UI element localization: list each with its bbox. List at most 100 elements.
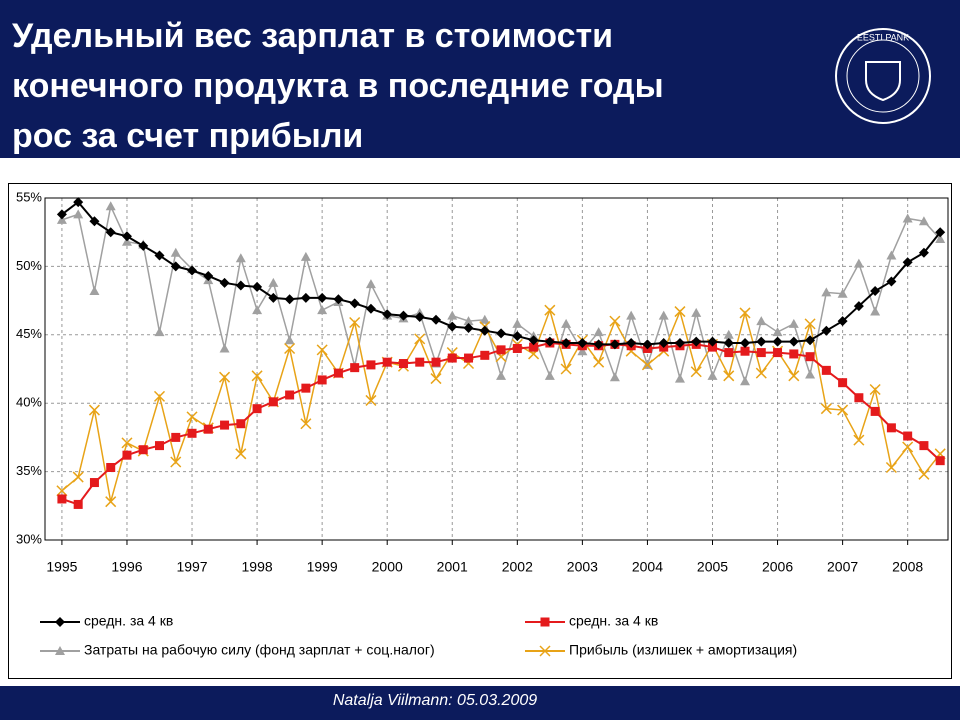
data-point (268, 277, 279, 287)
data-point (885, 461, 897, 474)
data-point (284, 294, 295, 305)
data-point (430, 373, 442, 385)
data-point (789, 349, 799, 359)
data-point (316, 344, 328, 356)
data-point (544, 370, 555, 380)
data-point (773, 348, 783, 358)
data-point (740, 346, 750, 356)
data-point (89, 478, 99, 488)
data-point (447, 321, 458, 332)
data-point (301, 383, 311, 393)
data-point (479, 325, 490, 336)
x-tick-label: 2000 (372, 559, 403, 575)
data-point (707, 370, 718, 380)
data-point (414, 333, 426, 345)
data-point (902, 213, 913, 223)
data-point (349, 316, 361, 329)
data-point (236, 419, 246, 429)
legend-marker (539, 645, 551, 657)
data-point (854, 393, 864, 403)
data-point (252, 404, 262, 414)
x-tick-label: 2004 (632, 559, 663, 575)
data-point (838, 378, 848, 388)
x-tick-label: 1996 (111, 559, 142, 575)
data-point (674, 338, 685, 349)
x-tick-label: 1997 (176, 559, 207, 575)
data-point (219, 371, 231, 383)
data-point (820, 403, 832, 415)
data-point (317, 305, 328, 315)
x-tick-label: 2001 (437, 559, 468, 575)
data-point (593, 339, 604, 350)
data-point (203, 424, 213, 434)
data-point (788, 370, 800, 382)
data-point (870, 286, 881, 297)
data-point (886, 423, 896, 433)
data-point (138, 240, 149, 251)
data-point (73, 499, 83, 509)
data-point (674, 306, 686, 318)
data-point (154, 327, 165, 337)
data-point (723, 329, 734, 339)
data-point (755, 367, 767, 379)
x-tick-label: 2002 (502, 559, 533, 575)
legend-marker (55, 617, 65, 627)
data-point (756, 316, 767, 326)
data-point (658, 310, 669, 320)
data-point (853, 301, 864, 312)
data-point (772, 336, 783, 347)
data-point (89, 286, 100, 296)
data-point (398, 359, 408, 369)
data-point (805, 335, 816, 346)
data-point (626, 310, 637, 320)
title-line: Удельный вес зарплат в стоимости (12, 17, 613, 55)
x-tick-label: 2008 (892, 559, 923, 575)
data-point (349, 298, 360, 309)
logo: EESTI PANK (835, 28, 931, 124)
data-point (235, 253, 246, 263)
header-bg (0, 0, 960, 158)
data-point (121, 437, 133, 449)
data-point (300, 292, 311, 303)
data-point (187, 428, 197, 438)
data-point (691, 307, 702, 317)
data-point (853, 258, 864, 268)
title-line: рос за счет прибыли (12, 117, 363, 155)
x-tick-label: 1998 (242, 559, 273, 575)
data-point (300, 418, 312, 430)
data-point (447, 310, 458, 320)
data-point (431, 357, 441, 367)
legend-marker (55, 646, 65, 655)
plot-area (44, 197, 949, 541)
x-tick-label: 1995 (46, 559, 77, 575)
data-point (284, 335, 295, 345)
data-point (641, 359, 653, 371)
data-point (284, 342, 296, 355)
data-point (220, 420, 230, 430)
title-line: конечного продукта в последние годы (12, 67, 664, 105)
y-tick-label: 35% (16, 463, 42, 478)
chart: 30% 35% 40% 45% 50% 55% 1995 1996 1997 1998 1999 20… (16, 189, 949, 658)
data-point (88, 404, 100, 416)
data-point (73, 209, 84, 219)
data-point (821, 365, 831, 375)
data-point (512, 318, 523, 328)
data-point (577, 346, 588, 356)
data-point (268, 292, 279, 303)
data-point (317, 292, 328, 303)
data-point (170, 261, 181, 272)
data-point (918, 468, 930, 480)
data-point (121, 231, 132, 242)
data-point (186, 411, 198, 423)
data-point (398, 310, 409, 321)
data-point (626, 338, 637, 349)
data-point (203, 270, 214, 281)
data-point (739, 307, 751, 319)
data-point (73, 197, 84, 208)
data-point (219, 277, 230, 288)
data-point (674, 373, 685, 383)
data-point (560, 363, 572, 375)
data-point (430, 314, 441, 325)
data-point (935, 227, 946, 238)
data-point (756, 348, 766, 358)
